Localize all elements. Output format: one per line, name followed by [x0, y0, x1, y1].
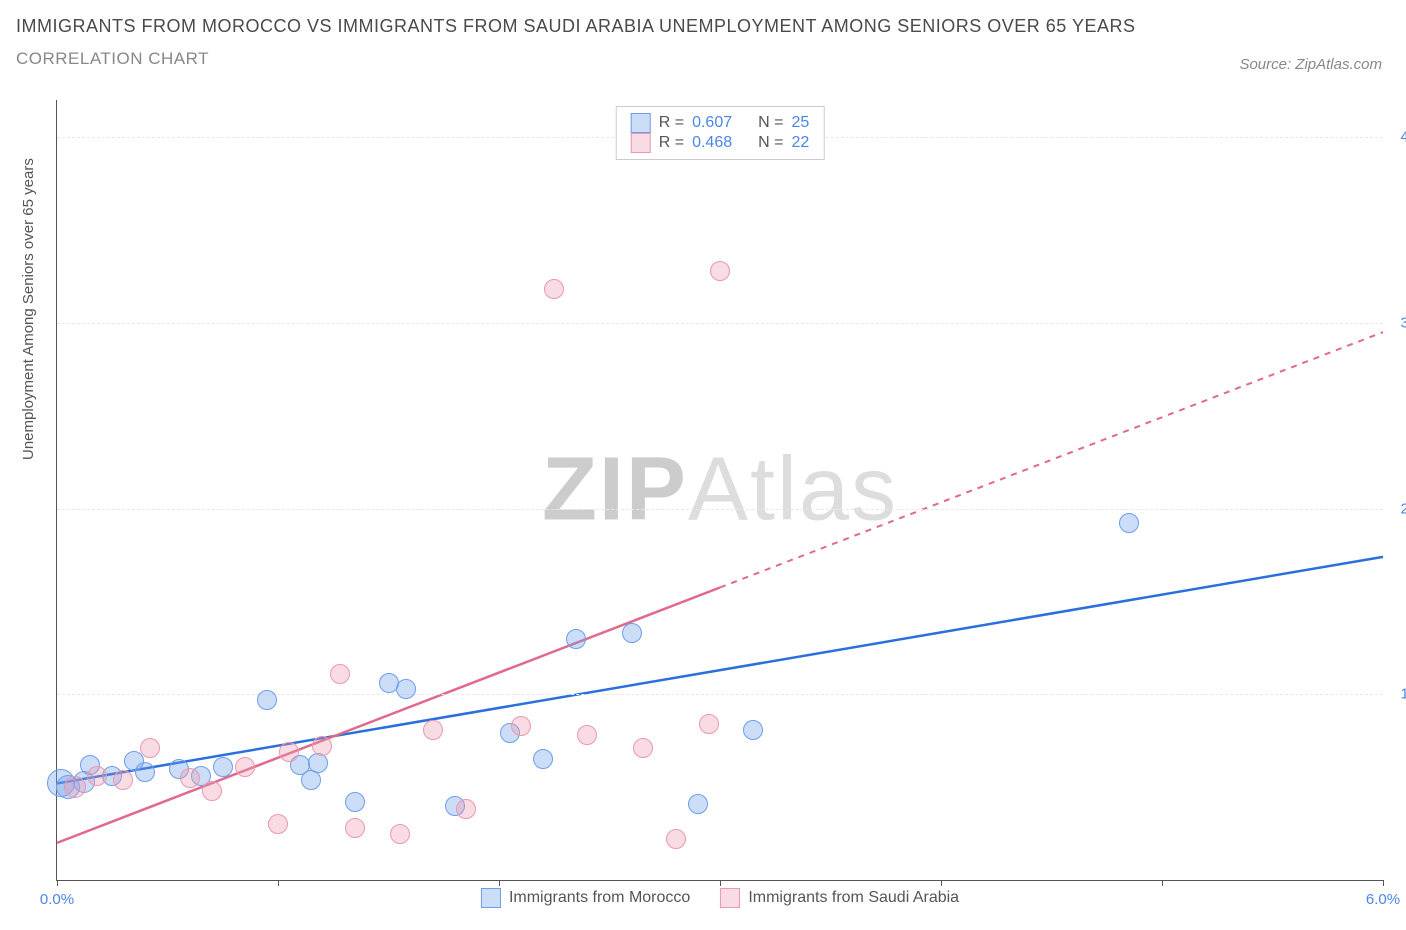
- series-legend-item-0: Immigrants from Morocco: [481, 888, 690, 908]
- data-point: [710, 261, 730, 281]
- data-point: [235, 757, 255, 777]
- data-point: [312, 736, 332, 756]
- source-label: Source: ZipAtlas.com: [1239, 56, 1382, 73]
- legend-r-label: R =: [659, 114, 684, 132]
- data-point: [544, 279, 564, 299]
- legend-n-value-0: 25: [791, 114, 809, 132]
- data-point: [257, 690, 277, 710]
- data-point: [113, 770, 133, 790]
- x-tick: [57, 880, 58, 886]
- series-legend: Immigrants from Morocco Immigrants from …: [481, 888, 959, 908]
- chart-subtitle: CORRELATION CHART: [16, 49, 1135, 69]
- data-point: [533, 749, 553, 769]
- legend-r-value-0: 0.607: [692, 114, 732, 132]
- data-point: [622, 623, 642, 643]
- legend-n-label: N =: [758, 114, 783, 132]
- data-point: [511, 716, 531, 736]
- data-point: [345, 792, 365, 812]
- trend-line-solid: [57, 588, 720, 843]
- data-point: [180, 768, 200, 788]
- data-point: [743, 720, 763, 740]
- x-tick: [499, 880, 500, 886]
- x-tick: [278, 880, 279, 886]
- data-point: [345, 818, 365, 838]
- data-point: [566, 629, 586, 649]
- plot-area: ZIPAtlas R = 0.607 N = 25 R = 0.468 N = …: [56, 100, 1383, 881]
- legend-n-label: N =: [758, 134, 783, 152]
- legend-swatch-1: [631, 133, 651, 153]
- x-tick-label: 6.0%: [1366, 891, 1400, 908]
- data-point: [633, 738, 653, 758]
- data-point: [64, 776, 86, 798]
- series-legend-item-1: Immigrants from Saudi Arabia: [720, 888, 959, 908]
- data-point: [279, 742, 299, 762]
- legend-swatch-0: [631, 113, 651, 133]
- grid-line: [57, 694, 1383, 695]
- series-swatch-0: [481, 888, 501, 908]
- x-tick: [941, 880, 942, 886]
- data-point: [140, 738, 160, 758]
- data-point: [666, 829, 686, 849]
- data-point: [213, 757, 233, 777]
- chart-title: IMMIGRANTS FROM MOROCCO VS IMMIGRANTS FR…: [16, 16, 1135, 37]
- data-point: [268, 814, 288, 834]
- data-point: [87, 766, 107, 786]
- x-tick: [1162, 880, 1163, 886]
- data-point: [699, 714, 719, 734]
- data-point: [308, 753, 328, 773]
- data-point: [396, 679, 416, 699]
- y-tick-label: 40.0%: [1388, 129, 1406, 146]
- x-tick: [720, 880, 721, 886]
- x-tick-label: 0.0%: [40, 891, 74, 908]
- series-swatch-1: [720, 888, 740, 908]
- series-name-0: Immigrants from Morocco: [509, 889, 690, 907]
- data-point: [1119, 513, 1139, 533]
- legend-r-label: R =: [659, 134, 684, 152]
- chart-container: IMMIGRANTS FROM MOROCCO VS IMMIGRANTS FR…: [0, 0, 1406, 930]
- x-tick: [1383, 880, 1384, 886]
- y-tick-label: 10.0%: [1388, 686, 1406, 703]
- correlation-legend: R = 0.607 N = 25 R = 0.468 N = 22: [616, 106, 825, 160]
- y-axis-label: Unemployment Among Seniors over 65 years: [20, 158, 37, 460]
- data-point: [423, 720, 443, 740]
- data-point: [135, 762, 155, 782]
- trend-line-dashed: [720, 332, 1383, 587]
- data-point: [577, 725, 597, 745]
- data-point: [456, 799, 476, 819]
- legend-row-0: R = 0.607 N = 25: [631, 113, 810, 133]
- data-point: [390, 824, 410, 844]
- title-block: IMMIGRANTS FROM MOROCCO VS IMMIGRANTS FR…: [16, 16, 1135, 69]
- data-point: [330, 664, 350, 684]
- grid-line: [57, 509, 1383, 510]
- y-tick-label: 30.0%: [1388, 314, 1406, 331]
- series-name-1: Immigrants from Saudi Arabia: [748, 889, 959, 907]
- trend-line-solid: [57, 557, 1383, 784]
- y-tick-label: 20.0%: [1388, 500, 1406, 517]
- grid-line: [57, 323, 1383, 324]
- legend-r-value-1: 0.468: [692, 134, 732, 152]
- trend-lines: [57, 100, 1383, 880]
- legend-row-1: R = 0.468 N = 22: [631, 133, 810, 153]
- legend-n-value-1: 22: [791, 134, 809, 152]
- data-point: [202, 781, 222, 801]
- data-point: [688, 794, 708, 814]
